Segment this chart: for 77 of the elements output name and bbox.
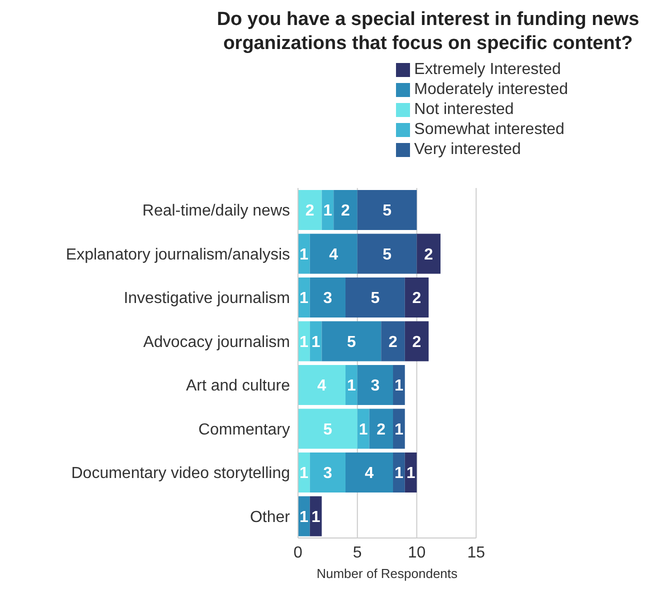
legend-label: Not interested [414,101,514,118]
bar [298,408,358,449]
data-label: 5 [370,290,380,308]
x-tick-label: 10 [408,544,426,562]
bar [346,278,405,318]
data-label: 1 [394,465,404,482]
bar [393,408,405,449]
data-label: 1 [346,378,356,395]
bar [334,190,358,230]
data-label: 1 [299,246,308,264]
data-label: 5 [382,246,392,264]
bar [404,278,429,318]
y-tick-label: Art and culture [186,378,290,395]
x-tick-label: 0 [294,544,303,562]
y-tick-label: Real-time/daily news [142,202,290,220]
data-label: 4 [329,246,338,264]
y-tick-label: Other [250,508,291,526]
bar [404,452,417,492]
data-label: 3 [370,378,380,395]
data-label: 1 [394,421,404,438]
data-label: 3 [323,290,332,308]
x-axis-title: Number of Respondents [316,566,458,581]
bar [298,190,322,230]
data-label: 1 [299,334,308,351]
legend-label: Extremely Interested [414,61,561,78]
bar [310,452,346,492]
bar [393,365,405,405]
chart-title: Do you have a special interest in funding news organizations that focus on specific content? [216,8,640,56]
bar [346,365,358,405]
data-label: 4 [317,378,326,395]
data-label: 1 [323,202,332,220]
data-label: 1 [299,290,308,308]
data-label: 1 [406,465,416,482]
data-label: 5 [323,421,332,438]
y-tick-label: Advocacy journalism [143,334,290,351]
y-tick-label: Investigative journalism [124,290,290,308]
y-tick-label: Documentary video storytelling [71,465,290,482]
data-label: 1 [311,334,320,351]
data-label: 4 [364,465,374,482]
data-label: 2 [376,421,386,438]
bar [357,190,417,230]
data-label: 1 [311,508,320,526]
data-label: 2 [388,334,398,351]
data-label: 2 [424,246,434,264]
bar [310,321,322,362]
legend-label: Very interested [414,141,521,158]
legend-label: Moderately interested [414,81,568,98]
data-label: 1 [358,421,368,438]
bar [404,321,429,362]
bar [381,321,405,362]
bar [357,234,417,274]
y-tick-label: Explanatory journalism/analysis [66,246,290,264]
data-label: 2 [305,202,314,220]
bar [357,365,394,405]
bar [298,365,346,405]
legend-label: Somewhat interested [414,121,564,138]
bar [357,408,370,449]
bar [310,234,358,274]
data-label: 1 [299,508,308,526]
bar [416,234,441,274]
data-label: 1 [394,378,404,395]
y-tick-label: Commentary [198,421,290,438]
data-label: 2 [412,290,422,308]
data-label: 5 [346,334,356,351]
bar [369,408,394,449]
data-label: 2 [412,334,422,351]
x-tick-label: 15 [467,544,486,562]
data-label: 3 [323,465,332,482]
data-label: 1 [299,465,308,482]
bar [393,452,405,492]
bar [346,452,394,492]
data-label: 5 [382,202,392,220]
bar [322,321,382,362]
data-label: 2 [341,202,350,220]
bar [310,278,346,318]
bar [310,496,322,536]
x-tick-label: 5 [352,544,362,562]
